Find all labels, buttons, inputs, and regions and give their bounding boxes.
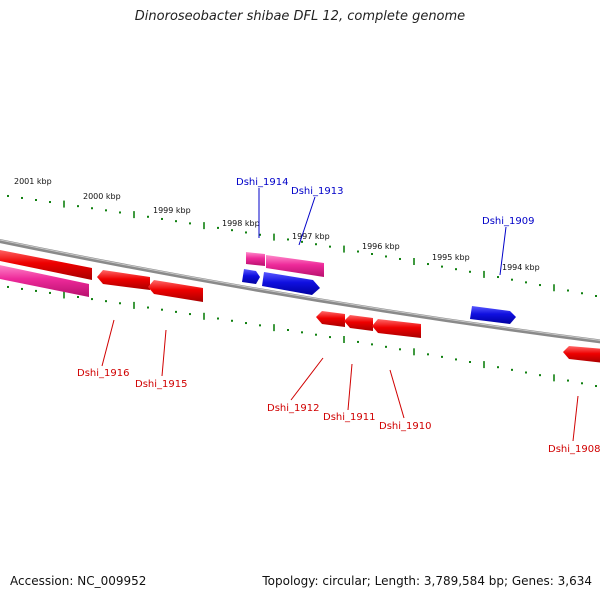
- kbp-label: 2000 kbp: [83, 192, 121, 201]
- reverse-gene: [316, 311, 345, 327]
- kbp-label: 1999 kbp: [153, 206, 191, 215]
- reverse-gene: [97, 270, 150, 290]
- kbp-label: 1996 kbp: [362, 242, 400, 251]
- gene-label-dshi-1909[interactable]: Dshi_1909: [482, 216, 534, 227]
- gene-label-dshi-1910[interactable]: Dshi_1910: [379, 421, 431, 432]
- gene-label-dshi-1914[interactable]: Dshi_1914: [236, 177, 288, 188]
- kbp-label: 1994 kbp: [502, 263, 540, 272]
- gene-label-dshi-1908[interactable]: Dshi_1908: [548, 444, 600, 455]
- kbp-label: 1995 kbp: [432, 253, 470, 262]
- gene-label-leader: [389, 369, 405, 419]
- reverse-gene: [372, 319, 421, 338]
- outer-tick-track: [7, 194, 597, 298]
- gene-label-dshi-1912[interactable]: Dshi_1912: [267, 403, 319, 414]
- gene-label-dshi-1915[interactable]: Dshi_1915: [135, 379, 187, 390]
- rna-gene: [0, 265, 89, 297]
- gene-label-leader: [101, 319, 115, 367]
- kbp-label: 1997 kbp: [292, 232, 330, 241]
- inner-tick-track: [7, 285, 597, 388]
- kbp-label: 1998 kbp: [222, 219, 260, 228]
- forward-gene: [470, 306, 516, 324]
- reverse-gene: [344, 315, 373, 331]
- reverse-gene: [563, 346, 600, 363]
- gene-label-leader: [290, 357, 324, 401]
- rna-gene: [246, 252, 265, 266]
- gene-label-leader: [298, 196, 316, 246]
- rna-gene: [266, 255, 324, 277]
- gene-label-leader: [572, 395, 579, 442]
- gene-label-leader: [161, 329, 167, 377]
- gene-label-leader: [347, 363, 353, 411]
- reverse-gene: [148, 280, 203, 302]
- kbp-label: 2001 kbp: [14, 177, 52, 186]
- rna-gene: [0, 249, 92, 280]
- forward-gene: [262, 272, 320, 295]
- map-title: Dinoroseobacter shibae DFL 12, complete …: [134, 9, 466, 24]
- topology-summary: Topology: circular; Length: 3,789,584 bp…: [262, 574, 592, 588]
- accession-text: Accession: NC_009952: [10, 574, 147, 588]
- genome-backbone: [0, 238, 600, 344]
- gene-label-dshi-1916[interactable]: Dshi_1916: [77, 368, 129, 379]
- gene-label-dshi-1911[interactable]: Dshi_1911: [323, 412, 375, 423]
- gene-label-leader: [499, 226, 507, 276]
- forward-gene: [242, 269, 260, 284]
- gene-label-dshi-1913[interactable]: Dshi_1913: [291, 186, 343, 197]
